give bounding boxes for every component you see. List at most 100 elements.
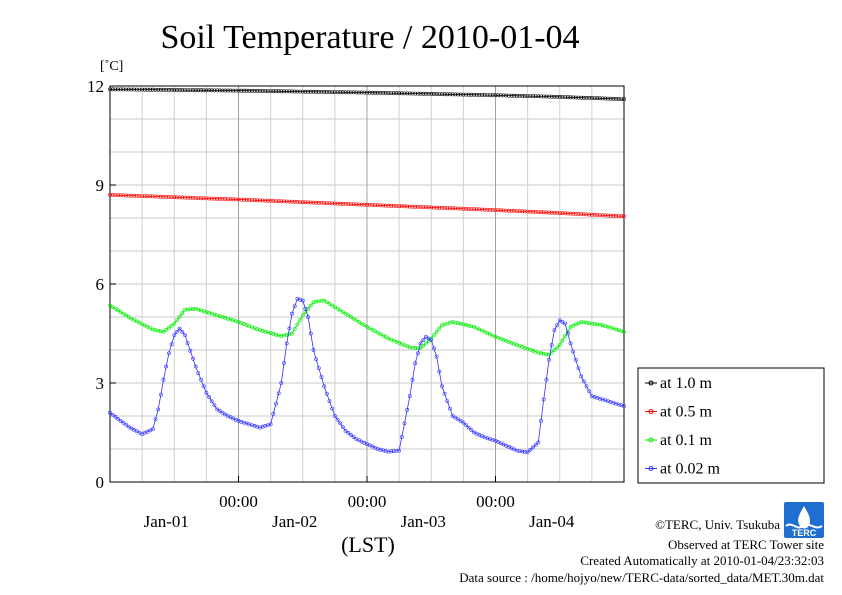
- data-point: [440, 92, 444, 97]
- data-point: [180, 195, 185, 200]
- data-point: [458, 92, 463, 97]
- data-point: [201, 309, 206, 314]
- created-text: Created Automatically at 2010-01-04/23:3…: [580, 553, 824, 568]
- data-point: [314, 89, 319, 94]
- data-point: [448, 206, 452, 211]
- data-point: [560, 320, 565, 324]
- data-point: [606, 213, 610, 218]
- data-point: [557, 343, 562, 347]
- data-point: [260, 424, 265, 429]
- data-point: [608, 400, 613, 404]
- legend-swatch-marker: [648, 409, 654, 414]
- data-point: [458, 321, 463, 326]
- data-point: [426, 92, 431, 96]
- data-point: [316, 200, 321, 205]
- data-point: [308, 331, 313, 336]
- data-point: [220, 315, 225, 319]
- data-point: [512, 208, 517, 213]
- data-point: [308, 303, 313, 308]
- data-point: [405, 91, 410, 96]
- data-point: [531, 94, 535, 99]
- data-point: [547, 210, 551, 215]
- data-point: [533, 209, 538, 214]
- data-point: [166, 195, 171, 199]
- data-point: [161, 87, 166, 92]
- data-point: [584, 212, 589, 217]
- data-point: [284, 341, 289, 346]
- data-point: [415, 351, 420, 356]
- data-point: [539, 94, 543, 99]
- data-point: [557, 211, 562, 216]
- data-point: [268, 331, 273, 336]
- data-point: [265, 330, 270, 335]
- data-point: [209, 196, 214, 201]
- x-time-label: 00:00: [219, 492, 258, 511]
- data-point: [547, 352, 551, 357]
- data-point: [362, 323, 367, 328]
- data-point: [456, 321, 460, 326]
- data-point: [472, 92, 477, 97]
- data-point: [156, 328, 161, 333]
- data-point: [386, 203, 391, 208]
- data-point: [365, 90, 369, 95]
- data-point: [496, 93, 501, 98]
- data-point: [383, 449, 388, 453]
- data-point: [332, 414, 337, 418]
- data-point: [322, 384, 327, 389]
- data-point: [196, 371, 201, 376]
- data-point: [544, 94, 549, 99]
- data-point: [466, 92, 471, 97]
- data-point: [271, 331, 276, 336]
- data-point: [619, 214, 624, 219]
- data-point: [448, 92, 452, 97]
- data-point: [156, 407, 161, 412]
- data-point: [265, 423, 270, 428]
- data-point: [563, 95, 568, 100]
- data-point: [391, 449, 396, 454]
- data-point: [410, 377, 415, 382]
- data-point: [464, 92, 469, 97]
- data-point: [148, 87, 153, 92]
- footer-notes: ©TERC, Univ. Tsukuba Observed at TERC To…: [459, 517, 824, 585]
- data-point: [573, 211, 578, 216]
- data-point: [118, 193, 123, 198]
- data-point: [461, 420, 466, 425]
- data-point: [608, 325, 613, 330]
- data-point: [450, 92, 455, 97]
- data-point: [549, 210, 554, 215]
- data-point: [188, 307, 193, 312]
- data-point: [260, 328, 265, 333]
- data-point: [188, 88, 193, 93]
- data-point: [496, 208, 501, 213]
- data-point: [311, 348, 316, 352]
- data-point: [378, 203, 383, 208]
- data-point: [145, 87, 150, 92]
- data-point: [351, 202, 356, 207]
- data-point: [263, 329, 268, 334]
- data-point: [201, 88, 206, 93]
- data-point: [180, 311, 185, 316]
- data-point: [544, 377, 549, 382]
- data-point: [362, 90, 367, 95]
- series-line: [110, 88, 625, 100]
- data-point: [421, 338, 426, 343]
- data-point: [126, 424, 131, 429]
- data-point: [225, 316, 230, 321]
- series-line: [109, 194, 625, 217]
- data-point: [132, 87, 137, 92]
- data-point: [274, 332, 278, 337]
- data-point: [394, 91, 399, 96]
- data-point: [595, 96, 600, 101]
- data-point: [193, 196, 198, 200]
- data-point: [466, 323, 471, 328]
- data-point: [536, 94, 541, 99]
- data-point: [300, 200, 305, 205]
- data-point: [265, 198, 270, 203]
- data-point: [407, 91, 412, 96]
- data-point: [421, 91, 426, 96]
- data-point: [343, 201, 348, 206]
- data-point: [413, 204, 418, 209]
- data-point: [541, 351, 546, 356]
- data-point: [319, 90, 324, 94]
- data-point: [324, 90, 329, 94]
